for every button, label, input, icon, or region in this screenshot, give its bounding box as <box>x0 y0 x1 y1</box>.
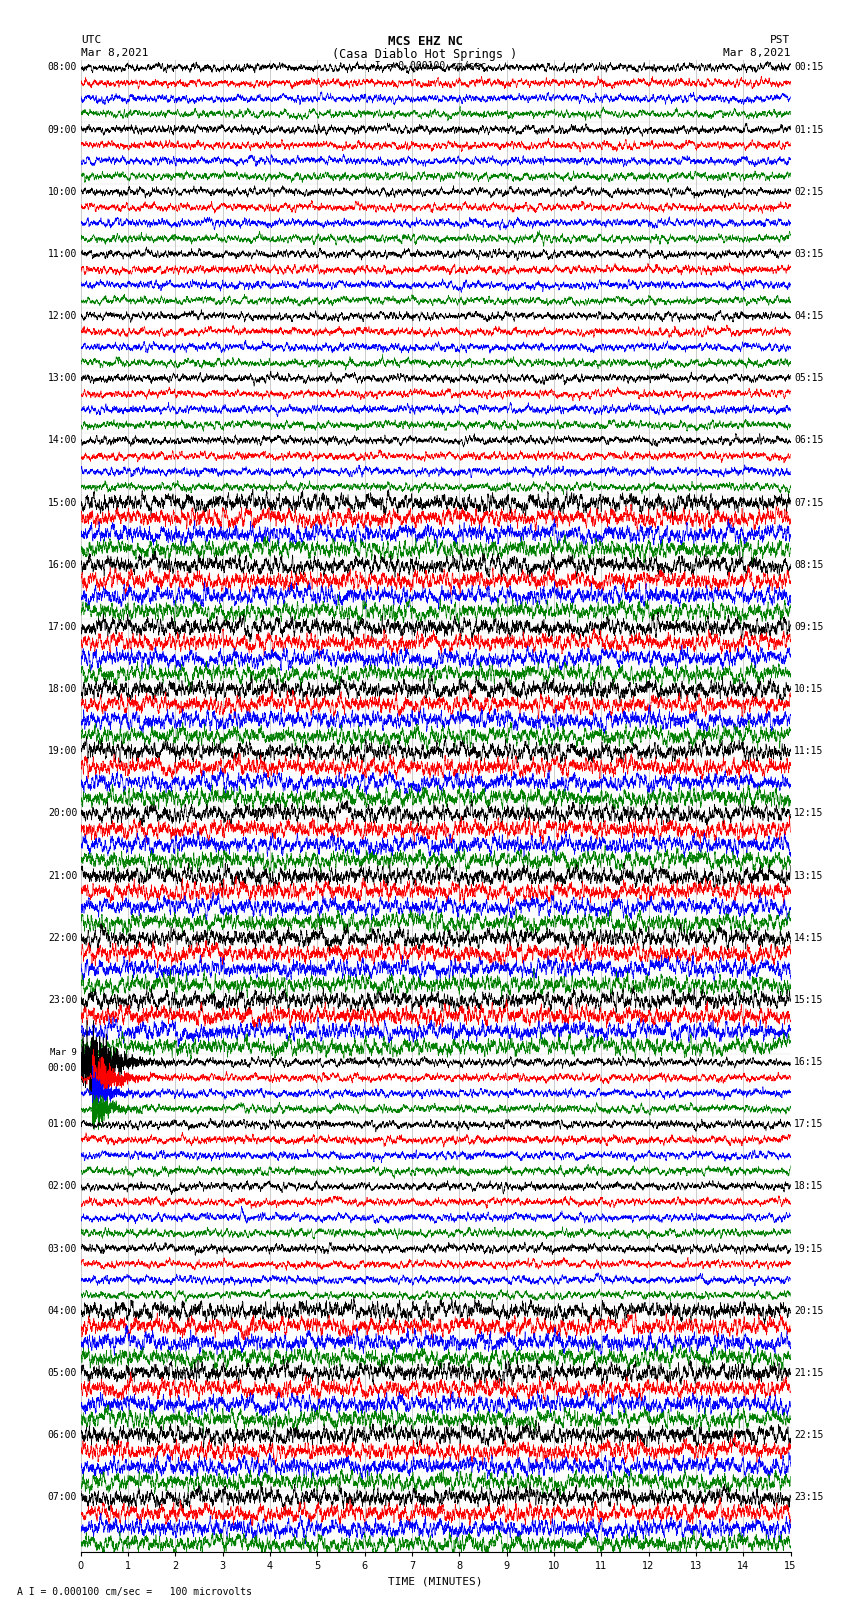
Text: MCS EHZ NC: MCS EHZ NC <box>388 35 462 48</box>
Text: 21:00: 21:00 <box>48 871 77 881</box>
Text: I = 0.000100 cm/sec: I = 0.000100 cm/sec <box>363 61 487 71</box>
Text: 23:15: 23:15 <box>794 1492 824 1502</box>
Text: 12:15: 12:15 <box>794 808 824 818</box>
Text: Mar 9: Mar 9 <box>50 1048 77 1057</box>
Text: 09:15: 09:15 <box>794 623 824 632</box>
Text: 22:00: 22:00 <box>48 932 77 944</box>
Text: Mar 8,2021: Mar 8,2021 <box>723 48 791 58</box>
Text: 15:15: 15:15 <box>794 995 824 1005</box>
Text: 04:15: 04:15 <box>794 311 824 321</box>
Text: 01:00: 01:00 <box>48 1119 77 1129</box>
Text: 11:15: 11:15 <box>794 747 824 756</box>
Text: 03:15: 03:15 <box>794 248 824 260</box>
Text: A I = 0.000100 cm/sec =   100 microvolts: A I = 0.000100 cm/sec = 100 microvolts <box>17 1587 252 1597</box>
Text: 00:00: 00:00 <box>48 1063 77 1073</box>
Text: PST: PST <box>770 35 790 45</box>
Text: 02:15: 02:15 <box>794 187 824 197</box>
X-axis label: TIME (MINUTES): TIME (MINUTES) <box>388 1576 483 1586</box>
Text: 18:00: 18:00 <box>48 684 77 694</box>
Text: 05:00: 05:00 <box>48 1368 77 1378</box>
Text: 08:00: 08:00 <box>48 63 77 73</box>
Text: 08:15: 08:15 <box>794 560 824 569</box>
Text: UTC: UTC <box>81 35 101 45</box>
Text: 17:00: 17:00 <box>48 623 77 632</box>
Text: 10:15: 10:15 <box>794 684 824 694</box>
Text: 23:00: 23:00 <box>48 995 77 1005</box>
Text: 18:15: 18:15 <box>794 1181 824 1192</box>
Text: (Casa Diablo Hot Springs ): (Casa Diablo Hot Springs ) <box>332 48 518 61</box>
Text: 00:15: 00:15 <box>794 63 824 73</box>
Text: 14:15: 14:15 <box>794 932 824 944</box>
Text: 15:00: 15:00 <box>48 498 77 508</box>
Text: 06:15: 06:15 <box>794 436 824 445</box>
Text: 19:15: 19:15 <box>794 1244 824 1253</box>
Text: 02:00: 02:00 <box>48 1181 77 1192</box>
Text: 20:00: 20:00 <box>48 808 77 818</box>
Text: 09:00: 09:00 <box>48 124 77 134</box>
Text: 19:00: 19:00 <box>48 747 77 756</box>
Text: Mar 8,2021: Mar 8,2021 <box>81 48 148 58</box>
Text: 11:00: 11:00 <box>48 248 77 260</box>
Text: 13:15: 13:15 <box>794 871 824 881</box>
Text: 20:15: 20:15 <box>794 1307 824 1316</box>
Text: 22:15: 22:15 <box>794 1431 824 1440</box>
Text: 16:15: 16:15 <box>794 1057 824 1068</box>
Text: 03:00: 03:00 <box>48 1244 77 1253</box>
Text: 12:00: 12:00 <box>48 311 77 321</box>
Text: 06:00: 06:00 <box>48 1431 77 1440</box>
Text: 05:15: 05:15 <box>794 373 824 384</box>
Text: 07:00: 07:00 <box>48 1492 77 1502</box>
Text: 10:00: 10:00 <box>48 187 77 197</box>
Text: 01:15: 01:15 <box>794 124 824 134</box>
Text: 17:15: 17:15 <box>794 1119 824 1129</box>
Text: 16:00: 16:00 <box>48 560 77 569</box>
Text: 13:00: 13:00 <box>48 373 77 384</box>
Text: 07:15: 07:15 <box>794 498 824 508</box>
Text: 04:00: 04:00 <box>48 1307 77 1316</box>
Text: 14:00: 14:00 <box>48 436 77 445</box>
Text: 21:15: 21:15 <box>794 1368 824 1378</box>
